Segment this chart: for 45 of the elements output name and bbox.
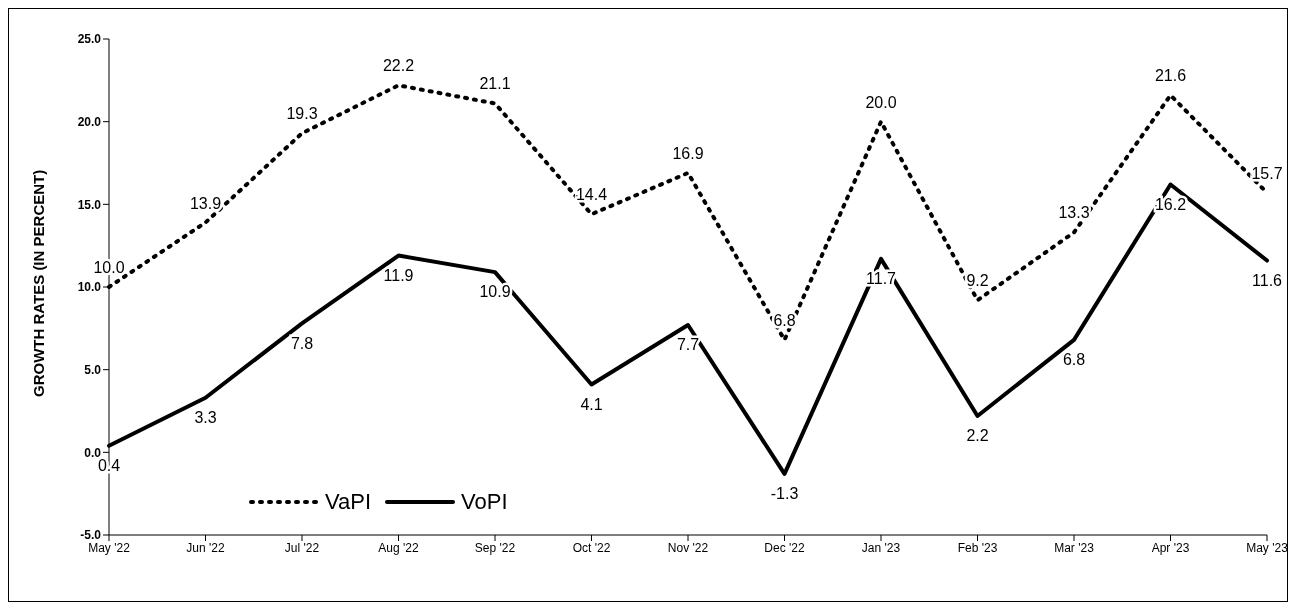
data-label: 3.3 bbox=[194, 409, 217, 427]
y-axis-title: GROWTH RATES (IN PERCENT) bbox=[30, 169, 48, 397]
y-tick-label: -5.0 bbox=[80, 528, 102, 543]
x-tick-label: Mar '23 bbox=[1054, 540, 1095, 555]
y-tick-label: 15.0 bbox=[77, 197, 102, 212]
legend-label: VoPI bbox=[461, 489, 508, 515]
x-tick-label: May '22 bbox=[88, 540, 131, 555]
x-tick-label: Jun '22 bbox=[186, 540, 225, 555]
data-label: 13.9 bbox=[189, 194, 222, 212]
y-tick-label: 25.0 bbox=[77, 32, 102, 47]
x-tick-label: Jul '22 bbox=[284, 540, 320, 555]
data-label: 0.4 bbox=[97, 457, 121, 475]
x-tick-label: Nov '22 bbox=[667, 540, 709, 555]
legend-label: VaPI bbox=[325, 489, 372, 515]
x-tick-label: Aug '22 bbox=[378, 540, 419, 555]
data-label: 16.9 bbox=[672, 144, 704, 162]
y-tick-label: 5.0 bbox=[84, 362, 102, 377]
data-label: 10.9 bbox=[479, 283, 511, 301]
data-label: -1.3 bbox=[770, 485, 799, 503]
y-tick-label: 10.0 bbox=[77, 280, 102, 295]
data-label: 14.4 bbox=[575, 186, 608, 204]
y-tick-label: 20.0 bbox=[77, 114, 102, 129]
data-label: 9.2 bbox=[966, 272, 989, 290]
x-tick-label: Sep '22 bbox=[474, 540, 516, 555]
data-label: 19.3 bbox=[286, 105, 318, 123]
x-tick-label: Jan '23 bbox=[861, 540, 901, 555]
data-label: 2.2 bbox=[966, 427, 989, 445]
data-label: 11.6 bbox=[1252, 271, 1283, 289]
x-tick-label: Dec '22 bbox=[764, 540, 805, 555]
data-label: 21.6 bbox=[1154, 67, 1187, 85]
data-label: 6.8 bbox=[773, 311, 796, 329]
data-label: 15.7 bbox=[1251, 164, 1283, 182]
data-label: 4.1 bbox=[580, 395, 603, 413]
data-label: 7.8 bbox=[290, 334, 314, 352]
data-label: 11.9 bbox=[383, 266, 414, 284]
data-label: 13.3 bbox=[1058, 204, 1090, 222]
data-label: 20.0 bbox=[865, 93, 897, 111]
data-label: 6.8 bbox=[1062, 351, 1086, 369]
x-tick-label: Feb '23 bbox=[957, 540, 998, 555]
x-tick-label: May '23 bbox=[1246, 540, 1289, 555]
x-tick-label: Apr '23 bbox=[1151, 540, 1190, 555]
data-label: 21.1 bbox=[479, 75, 511, 93]
x-tick-label: Oct '22 bbox=[572, 540, 611, 555]
data-label: 22.2 bbox=[382, 57, 415, 75]
y-tick-label: 0.0 bbox=[84, 445, 102, 460]
